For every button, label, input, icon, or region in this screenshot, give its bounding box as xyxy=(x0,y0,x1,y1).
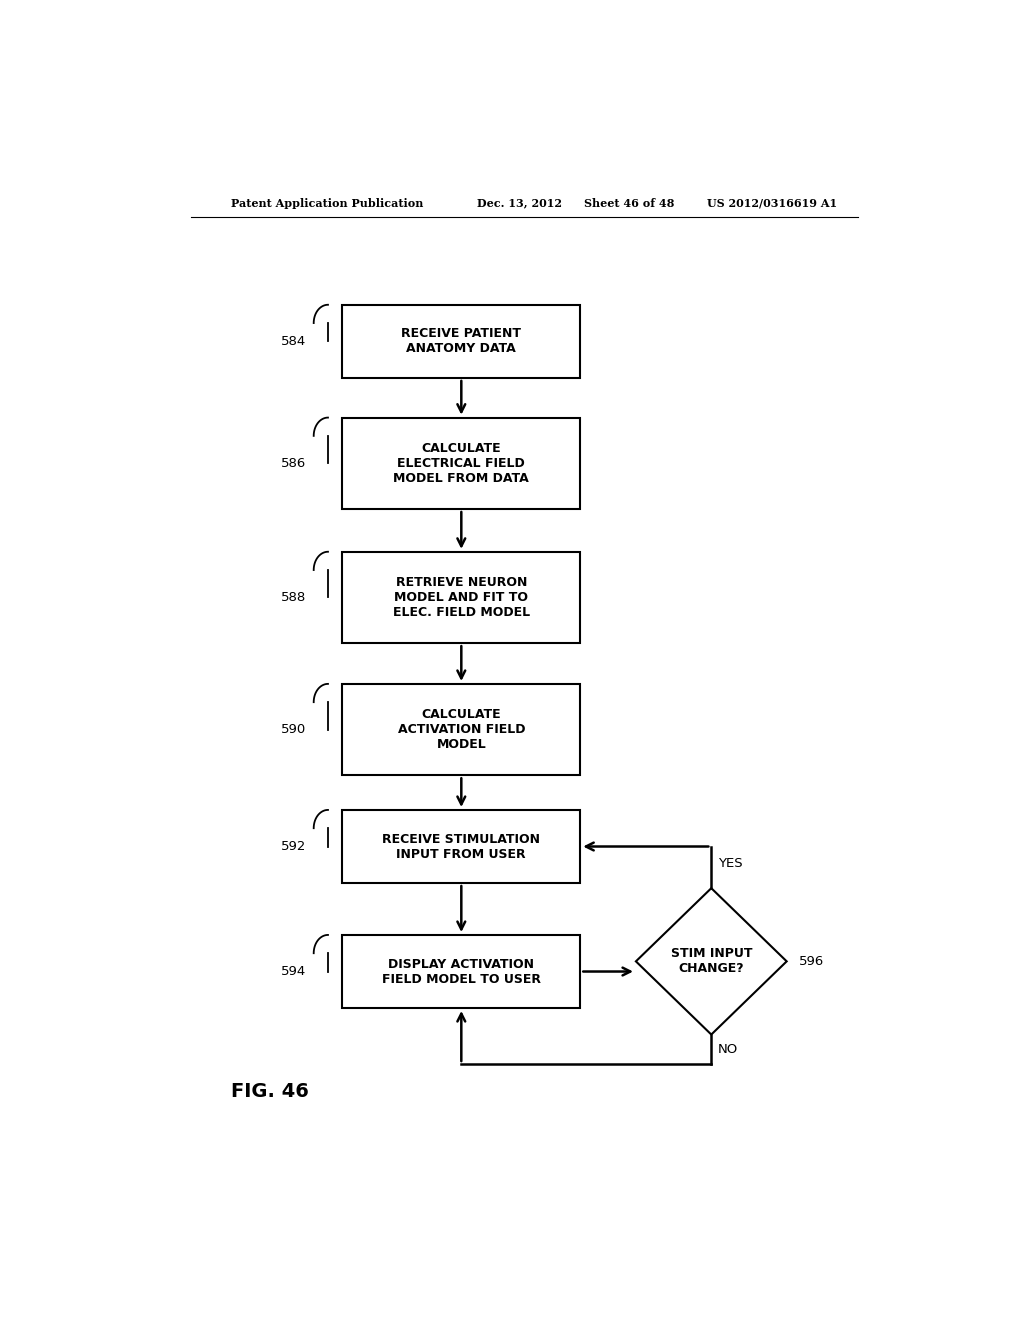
Text: YES: YES xyxy=(718,857,742,870)
Text: FIG. 46: FIG. 46 xyxy=(231,1082,309,1101)
Text: RECEIVE STIMULATION
INPUT FROM USER: RECEIVE STIMULATION INPUT FROM USER xyxy=(382,833,541,861)
Text: 596: 596 xyxy=(799,954,824,968)
Text: Sheet 46 of 48: Sheet 46 of 48 xyxy=(585,198,675,209)
Text: 586: 586 xyxy=(282,457,306,470)
Text: CALCULATE
ELECTRICAL FIELD
MODEL FROM DATA: CALCULATE ELECTRICAL FIELD MODEL FROM DA… xyxy=(393,442,529,484)
Bar xyxy=(342,417,581,510)
Text: 588: 588 xyxy=(282,591,306,605)
Text: NO: NO xyxy=(718,1043,738,1056)
Bar xyxy=(342,684,581,775)
Text: DISPLAY ACTIVATION
FIELD MODEL TO USER: DISPLAY ACTIVATION FIELD MODEL TO USER xyxy=(382,957,541,986)
Text: 590: 590 xyxy=(282,723,306,737)
Polygon shape xyxy=(636,888,786,1035)
Text: Dec. 13, 2012: Dec. 13, 2012 xyxy=(477,198,562,209)
Text: 594: 594 xyxy=(282,965,306,978)
Text: 592: 592 xyxy=(282,840,306,853)
Bar xyxy=(342,935,581,1008)
Text: CALCULATE
ACTIVATION FIELD
MODEL: CALCULATE ACTIVATION FIELD MODEL xyxy=(397,708,525,751)
Text: RECEIVE PATIENT
ANATOMY DATA: RECEIVE PATIENT ANATOMY DATA xyxy=(401,327,521,355)
Bar xyxy=(342,305,581,378)
Bar xyxy=(342,552,581,643)
Text: Patent Application Publication: Patent Application Publication xyxy=(231,198,424,209)
Text: US 2012/0316619 A1: US 2012/0316619 A1 xyxy=(708,198,838,209)
Text: STIM INPUT
CHANGE?: STIM INPUT CHANGE? xyxy=(671,948,752,975)
Bar xyxy=(342,810,581,883)
Text: 584: 584 xyxy=(282,335,306,348)
Text: RETRIEVE NEURON
MODEL AND FIT TO
ELEC. FIELD MODEL: RETRIEVE NEURON MODEL AND FIT TO ELEC. F… xyxy=(393,576,529,619)
